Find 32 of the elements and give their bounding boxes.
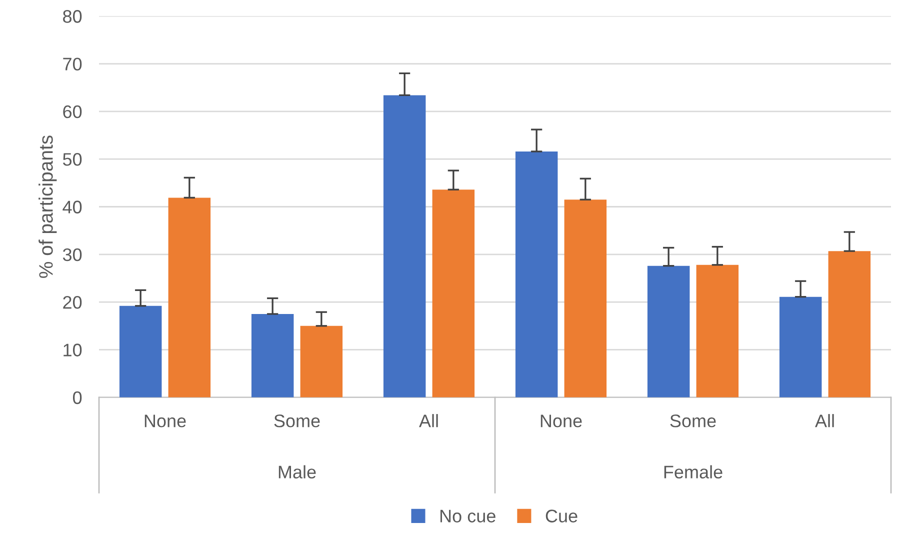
y-tick-label: 60	[63, 105, 82, 118]
y-tick-label: 50	[62, 153, 82, 166]
text: Female	[664, 465, 722, 478]
bar	[168, 198, 211, 398]
legend-label: Cue	[546, 510, 578, 522]
text: Male	[278, 465, 316, 478]
bar	[300, 326, 343, 398]
bar	[696, 264, 739, 398]
bar	[432, 190, 475, 398]
legend-label: No cue	[440, 510, 496, 522]
bar	[828, 251, 871, 398]
y-tick-label: 20	[63, 296, 82, 309]
y-tick-label: 30	[62, 248, 82, 262]
y-tick-label: 70	[63, 58, 82, 70]
bar	[119, 306, 162, 398]
bar	[515, 151, 558, 398]
y-tick-label: 10	[64, 344, 82, 356]
bar	[383, 95, 426, 398]
x-tick-label: All	[815, 414, 834, 428]
y-tick-label: 40	[62, 200, 82, 214]
bar	[564, 200, 607, 398]
x-tick-label: Some	[670, 414, 716, 428]
bar	[251, 314, 294, 398]
bar	[779, 296, 822, 398]
y-tick-label: 80	[63, 10, 82, 23]
x-tick-label: None	[540, 414, 582, 428]
x-tick-label: None	[144, 414, 186, 428]
bar	[647, 266, 690, 398]
x-tick-label: Some	[274, 414, 320, 428]
x-tick-label: All	[419, 414, 438, 428]
y-tick-label: 0	[73, 391, 82, 404]
y-axis-title: % of participants	[38, 136, 57, 278]
